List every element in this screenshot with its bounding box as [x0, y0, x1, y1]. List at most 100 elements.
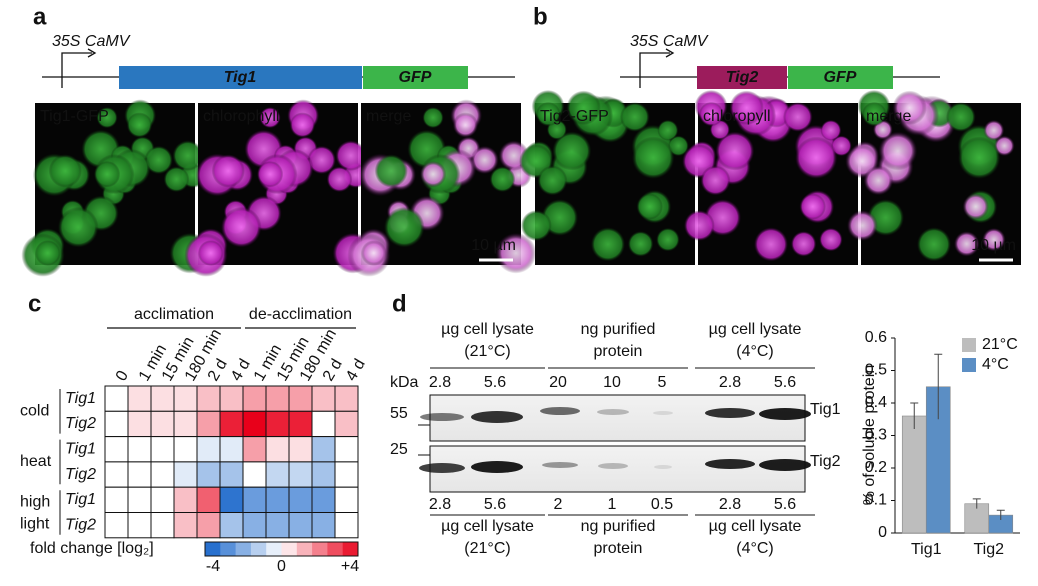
cell: [57, 206, 99, 248]
gene-label: Tig1: [65, 390, 96, 407]
colorbar-tick-label: 0: [277, 558, 286, 575]
cell: [452, 112, 479, 138]
lane-label: 20: [549, 374, 567, 391]
promoter-label: 35S CaMV: [52, 33, 131, 50]
lane-group-label: ng purified: [581, 518, 656, 535]
promoter-label: 35S CaMV: [630, 33, 709, 50]
tag-label: GFP: [399, 69, 432, 86]
lane-group-label: (4°C): [736, 343, 774, 360]
condition-label: light: [20, 516, 50, 533]
lane-label: 0.5: [651, 496, 673, 513]
heatmap-cell: [242, 385, 267, 412]
heatmap-cell: [288, 461, 313, 488]
error-bar: [996, 509, 1005, 520]
tag-box: [363, 66, 468, 89]
scale-bar-label: 10 µm: [471, 237, 516, 254]
cell: [862, 101, 887, 127]
lane-label: 2.8: [719, 374, 741, 391]
lane-group-label: (4°C): [736, 540, 774, 557]
cell: [620, 102, 650, 132]
panel-letter: d: [392, 290, 407, 317]
panel-letter: a: [33, 3, 47, 30]
promoter-arrow: [87, 48, 97, 58]
heatmap-cell: [334, 486, 359, 514]
legend-swatch: [962, 338, 976, 352]
heatmap-cell: [219, 385, 244, 412]
image-label: chlorophyll: [203, 108, 279, 125]
y-tick-label: 0: [878, 524, 887, 541]
heatmap-cell: [334, 436, 359, 463]
cell: [715, 131, 755, 171]
heatmap-cell: [288, 385, 313, 412]
image-label: Tig2-GFP: [540, 108, 609, 125]
cell: [632, 136, 675, 179]
gene-label: Tig2: [65, 516, 96, 533]
heatmap-cell: [265, 410, 290, 438]
marker-label: 25: [390, 441, 408, 458]
cell: [383, 206, 425, 248]
heatmap-cell: [311, 436, 336, 463]
column-label: 0: [113, 368, 132, 384]
heatmap-cell: [104, 385, 129, 412]
micrographs: [21, 89, 1021, 277]
cell: [958, 136, 1001, 179]
colorbar-cell: [342, 542, 359, 556]
heatmap-cell: [127, 385, 152, 412]
heatmap-cell: [127, 512, 152, 539]
lane-label: 5.6: [484, 374, 506, 391]
column-label: 4 d: [228, 356, 254, 384]
promoter-arrow: [665, 48, 675, 58]
panel-letter: b: [533, 3, 548, 30]
cell: [495, 232, 537, 274]
gene-label: Tig1: [224, 69, 257, 86]
cell: [878, 131, 918, 171]
cell: [753, 227, 789, 262]
bands: [419, 407, 811, 473]
legend-swatch: [962, 358, 976, 372]
colorbar-label: fold change [log₂]: [30, 540, 154, 557]
cell: [489, 166, 516, 193]
lane-label: 2.8: [429, 374, 451, 391]
heatmap-cell: [173, 512, 198, 539]
promoter-arrow: [61, 52, 92, 88]
cell: [374, 154, 408, 188]
cell: [360, 240, 387, 266]
heatmap-cell: [173, 486, 198, 514]
colorbar-tick-label: +4: [341, 558, 359, 575]
cell: [566, 90, 601, 125]
group-label: acclimation: [134, 306, 214, 323]
colorbar-cell: [205, 542, 221, 556]
heatmap-cell: [219, 486, 244, 514]
heatmap-cell: [219, 461, 244, 488]
heatmap-cell: [311, 486, 336, 514]
condition-label: high: [20, 494, 50, 511]
gene-label: Tig2: [726, 69, 759, 86]
cell: [93, 161, 121, 188]
cell: [197, 240, 224, 266]
image-label: Tig1-GFP: [40, 108, 109, 125]
x-tick-label: Tig1: [911, 541, 942, 558]
colorbar-cell: [312, 542, 328, 556]
colorbar-cell: [235, 542, 252, 556]
cell: [470, 145, 499, 175]
lane-label: 2: [554, 496, 563, 513]
heatmap-cell: [127, 461, 152, 488]
heatmap-cell: [196, 436, 221, 463]
cell: [783, 102, 813, 132]
cell: [953, 231, 980, 257]
cell: [590, 227, 626, 262]
condition-label: cold: [20, 403, 49, 420]
colorbar-cell: [296, 542, 313, 556]
blot-label: Tig2: [810, 453, 841, 470]
tag-label: GFP: [824, 69, 857, 86]
gene-label: Tig2: [65, 466, 96, 483]
heatmap-cell: [196, 512, 221, 539]
cell: [946, 102, 976, 132]
cell: [699, 101, 724, 127]
heatmap-cell: [196, 486, 221, 514]
lane-group-label: (21°C): [464, 343, 510, 360]
lane-label: 2.8: [429, 496, 451, 513]
heatmap-cell: [219, 436, 244, 463]
tag-box: [788, 66, 893, 89]
